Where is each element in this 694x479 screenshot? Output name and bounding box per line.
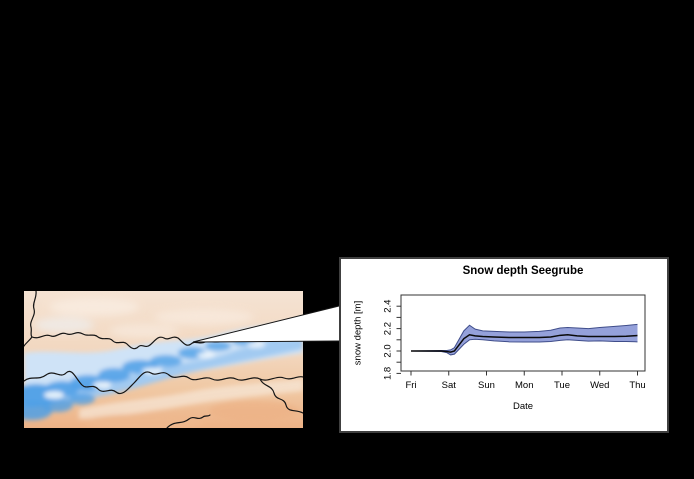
x-tick-label: Tue xyxy=(554,380,570,391)
y-tick-label: 1.8 xyxy=(383,367,394,380)
map-valley-streaks xyxy=(79,379,303,430)
ensemble-band xyxy=(411,324,638,355)
band-upper-edge xyxy=(410,323,638,352)
y-tick-label: 2.2 xyxy=(383,322,394,335)
x-axis-label: Date xyxy=(512,401,534,412)
y-tick-label: 2.0 xyxy=(383,344,394,357)
x-tick-label: Sun xyxy=(478,380,495,391)
y-tick-label: 2.4 xyxy=(383,300,394,313)
x-tick-label: Wed xyxy=(590,380,609,391)
x-tick-label: Thu xyxy=(629,380,645,391)
x-tick-label: Sat xyxy=(442,380,457,391)
chart-title: Snow depth Seegrube xyxy=(462,265,584,277)
median-line xyxy=(411,333,638,353)
alps-snow-map xyxy=(12,290,304,430)
x-tick-label: Fri xyxy=(405,380,416,391)
band-lower-edge xyxy=(410,338,638,356)
snow-map-panel xyxy=(12,290,304,430)
chart-panel: Snow depth Seegrube snow depth [m] 1.8 2.… xyxy=(339,257,669,433)
x-tick-label: Mon xyxy=(515,380,533,391)
plot-box xyxy=(400,294,646,372)
snow-depth-chart: 1.8 2.0 2.2 2.4 Fri Sat Sun Mon Tue Wed Thu xyxy=(383,294,646,391)
y-axis-label: snow depth [m] xyxy=(352,300,364,366)
